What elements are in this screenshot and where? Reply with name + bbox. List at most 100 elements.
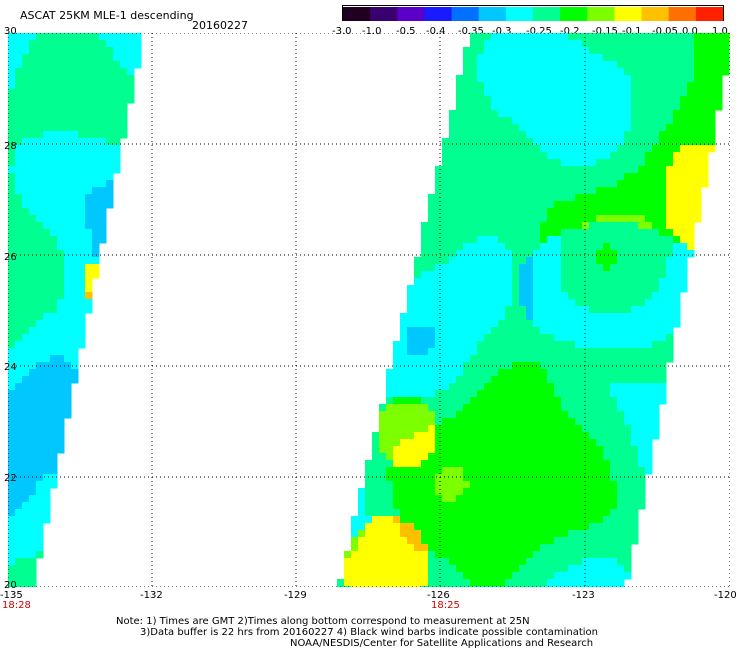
data-cell bbox=[456, 334, 464, 342]
data-cell bbox=[456, 544, 464, 552]
data-cell bbox=[680, 131, 688, 139]
data-cell bbox=[372, 446, 380, 454]
data-cell bbox=[477, 530, 485, 538]
data-cell bbox=[603, 397, 611, 405]
data-cell bbox=[407, 551, 415, 559]
data-cell bbox=[428, 299, 436, 307]
data-cell bbox=[36, 264, 44, 272]
data-cell bbox=[631, 432, 639, 440]
data-cell bbox=[701, 75, 709, 83]
data-cell bbox=[78, 236, 86, 244]
data-cell bbox=[435, 166, 443, 174]
data-cell bbox=[421, 257, 429, 265]
data-cell bbox=[568, 383, 576, 391]
data-cell bbox=[393, 439, 401, 447]
data-cell bbox=[484, 292, 492, 300]
data-cell bbox=[8, 523, 16, 531]
data-cell bbox=[645, 390, 653, 398]
data-cell bbox=[498, 425, 506, 433]
data-cell bbox=[400, 516, 408, 524]
data-cell bbox=[652, 320, 660, 328]
data-cell bbox=[421, 369, 429, 377]
data-cell bbox=[603, 586, 611, 587]
data-cell bbox=[36, 376, 44, 384]
data-cell bbox=[540, 54, 548, 62]
data-cell bbox=[582, 96, 590, 104]
data-cell bbox=[498, 236, 506, 244]
data-cell bbox=[99, 180, 107, 188]
data-cell bbox=[470, 348, 478, 356]
data-cell bbox=[456, 432, 464, 440]
data-cell bbox=[57, 313, 65, 321]
data-cell bbox=[624, 145, 632, 153]
data-cell bbox=[57, 89, 65, 97]
data-cell bbox=[470, 439, 478, 447]
data-cell bbox=[484, 488, 492, 496]
data-cell bbox=[673, 82, 681, 90]
data-cell bbox=[533, 341, 541, 349]
data-cell bbox=[519, 390, 527, 398]
data-cell bbox=[71, 257, 79, 265]
data-cell bbox=[652, 285, 660, 293]
data-cell bbox=[610, 572, 618, 580]
data-cell bbox=[43, 75, 51, 83]
data-cell bbox=[36, 285, 44, 293]
data-cell bbox=[351, 551, 359, 559]
data-cell bbox=[491, 404, 499, 412]
colorbar bbox=[342, 5, 724, 21]
data-cell bbox=[498, 586, 506, 587]
data-cell bbox=[470, 411, 478, 419]
data-cell bbox=[666, 33, 674, 41]
data-cell bbox=[568, 33, 576, 41]
data-cell bbox=[498, 334, 506, 342]
data-cell bbox=[29, 579, 37, 587]
data-cell bbox=[561, 313, 569, 321]
data-cell bbox=[64, 187, 72, 195]
data-cell bbox=[526, 362, 534, 370]
data-cell bbox=[638, 138, 646, 146]
data-cell bbox=[470, 208, 478, 216]
data-cell bbox=[589, 439, 597, 447]
data-cell bbox=[463, 537, 471, 545]
data-cell bbox=[526, 313, 534, 321]
data-cell bbox=[379, 439, 387, 447]
data-cell bbox=[673, 313, 681, 321]
data-cell bbox=[99, 82, 107, 90]
data-cell bbox=[57, 152, 65, 160]
data-cell bbox=[484, 362, 492, 370]
data-cell bbox=[680, 152, 688, 160]
data-cell bbox=[617, 446, 625, 454]
data-cell bbox=[547, 96, 555, 104]
data-cell bbox=[519, 131, 527, 139]
data-cell bbox=[589, 544, 597, 552]
data-cell bbox=[456, 271, 464, 279]
data-cell bbox=[498, 481, 506, 489]
data-cell bbox=[36, 68, 44, 76]
data-cell bbox=[92, 264, 100, 272]
data-cell bbox=[78, 131, 86, 139]
data-cell bbox=[64, 229, 72, 237]
data-cell bbox=[449, 194, 457, 202]
data-cell bbox=[50, 68, 58, 76]
data-cell bbox=[589, 516, 597, 524]
data-cell bbox=[589, 383, 597, 391]
data-cell bbox=[547, 54, 555, 62]
data-cell bbox=[673, 61, 681, 69]
data-cell bbox=[617, 250, 625, 258]
data-cell bbox=[638, 446, 646, 454]
data-cell bbox=[435, 432, 443, 440]
data-cell bbox=[540, 453, 548, 461]
data-cell bbox=[442, 369, 450, 377]
data-cell bbox=[64, 376, 72, 384]
data-cell bbox=[414, 271, 422, 279]
data-cell bbox=[617, 411, 625, 419]
data-cell bbox=[78, 68, 86, 76]
data-cell bbox=[533, 383, 541, 391]
data-cell bbox=[71, 271, 79, 279]
data-cell bbox=[8, 544, 16, 552]
data-cell bbox=[435, 418, 443, 426]
data-cell bbox=[435, 327, 443, 335]
data-cell bbox=[29, 509, 37, 517]
data-cell bbox=[92, 145, 100, 153]
data-cell bbox=[407, 299, 415, 307]
